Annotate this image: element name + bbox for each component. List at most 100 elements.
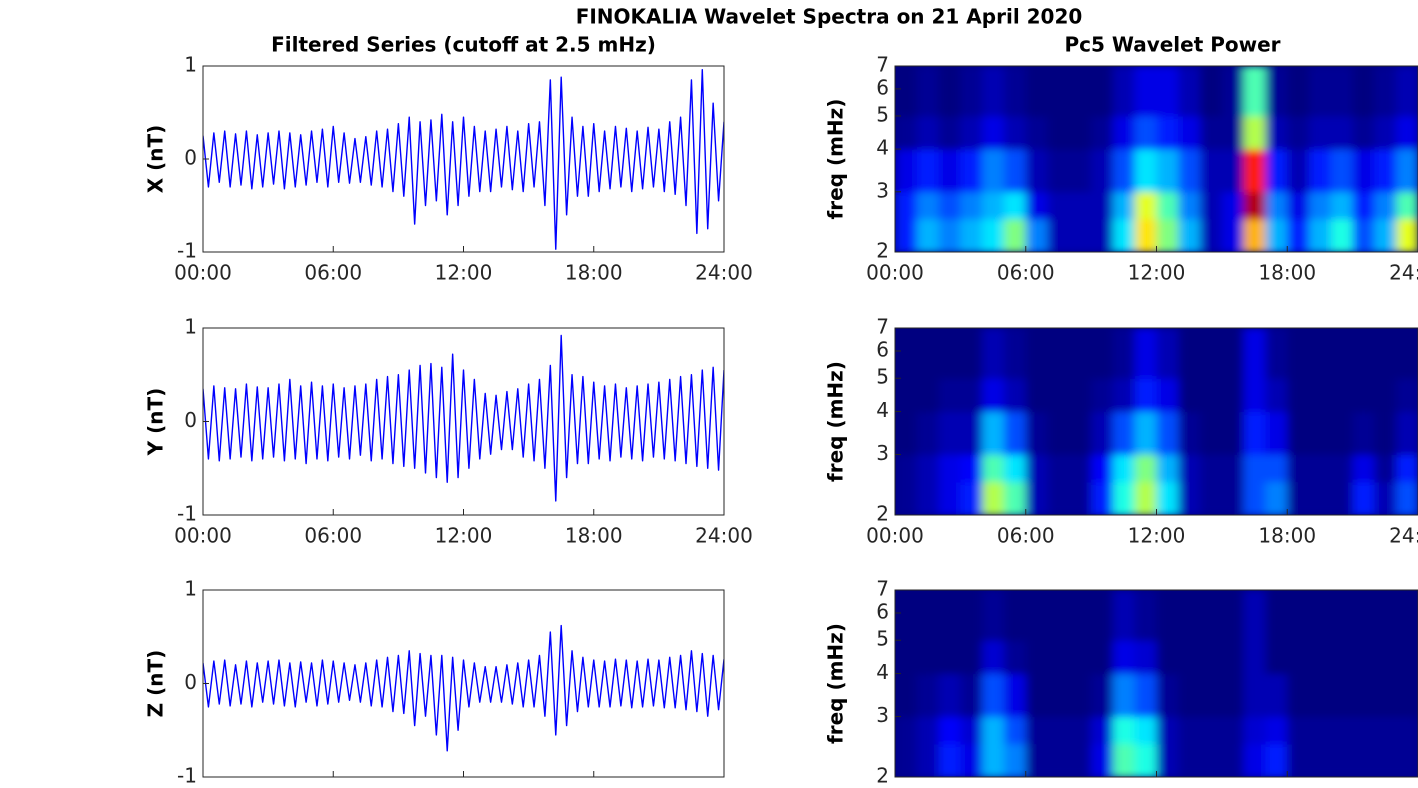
heatmap-cell <box>1047 590 1070 641</box>
heatmap-cell <box>1025 640 1049 675</box>
heatmap-cell <box>1330 66 1354 117</box>
heatmap-cell <box>1352 673 1375 717</box>
heatmap-cell <box>1265 218 1288 252</box>
heatmap-cell <box>1069 673 1092 717</box>
heatmap-cell <box>1134 115 1157 150</box>
heatmap-cell <box>1156 673 1179 717</box>
heatmap-cell <box>1221 716 1245 745</box>
heatmap-cell <box>1374 66 1397 117</box>
heatmap-cell <box>1200 481 1223 515</box>
heatmap-cell <box>1178 218 1201 252</box>
heatmap-cell <box>982 743 1005 777</box>
heatmap-cell <box>1396 328 1418 379</box>
heatmap-cell <box>1330 590 1354 641</box>
heatmap-cell <box>916 66 940 117</box>
heatmap-cell <box>1265 66 1288 117</box>
heatmap-cell <box>916 454 940 483</box>
y-tick-label: 2 <box>876 764 889 788</box>
heatmap-cell <box>938 66 961 117</box>
heatmap-cell <box>1025 191 1049 220</box>
heatmap-cell <box>1069 115 1092 150</box>
heatmap-cell <box>1221 411 1245 455</box>
axes: -1 0 1 00:00 06:00 12:00 18:00 24:00 X (nT) Filte… <box>144 33 753 285</box>
heatmap-cell <box>938 454 961 483</box>
heatmap-cell <box>1374 716 1397 745</box>
heatmap-cell <box>1243 218 1266 252</box>
heatmap-cell <box>1047 743 1070 777</box>
heatmap-cell <box>1025 411 1049 455</box>
heatmap-cell <box>960 115 983 150</box>
heatmap-cell <box>938 716 961 745</box>
heatmap-cell <box>1396 481 1418 515</box>
heatmap-cell <box>1091 115 1114 150</box>
heatmap-cell <box>1287 115 1310 150</box>
heatmap-cell <box>1330 454 1354 483</box>
y-tick-label: 4 <box>876 660 889 684</box>
y-tick-label: 2 <box>876 502 889 526</box>
heatmap-cell <box>1003 454 1027 483</box>
heatmap-cell <box>1265 743 1288 777</box>
heatmap-cell <box>1047 673 1070 717</box>
heatmap-cell <box>916 149 940 193</box>
y-axis-label: freq (mHz) <box>824 623 848 744</box>
heatmap-cell <box>916 378 940 413</box>
heatmap-cell <box>916 716 940 745</box>
y-tick-label: -1 <box>177 239 197 263</box>
heatmap-cell <box>982 218 1005 252</box>
heatmap-cells <box>895 66 1418 252</box>
heatmap-cell <box>1200 640 1223 675</box>
heatmap-cell <box>1200 149 1223 193</box>
heatmap-cell <box>1069 66 1092 117</box>
heatmap-cell <box>1025 218 1049 252</box>
heatmap-cell <box>1352 590 1375 641</box>
heatmap-cell <box>1374 454 1397 483</box>
heatmap-cell <box>1156 218 1179 252</box>
heatmap-cell <box>1287 743 1310 777</box>
heatmap-cell <box>1047 378 1070 413</box>
heatmap-cell <box>1134 590 1157 641</box>
heatmap-cell <box>1221 590 1245 641</box>
heatmap-cell <box>895 66 918 117</box>
heatmap-blur <box>895 590 1418 777</box>
heatmap-cell <box>1374 673 1397 717</box>
heatmap-cell <box>895 454 918 483</box>
heatmap-cell <box>1069 191 1092 220</box>
heatmap-cell <box>1374 743 1397 777</box>
heatmap-cell <box>1003 481 1027 515</box>
y-tick-label: 5 <box>876 102 889 126</box>
heatmap-cell <box>1178 673 1201 717</box>
heatmap-cell <box>1396 149 1418 193</box>
heatmap-cell <box>895 378 918 413</box>
heatmap-cell <box>1134 191 1157 220</box>
heatmap-cell <box>1243 149 1266 193</box>
heatmap-cell <box>1134 66 1157 117</box>
heatmap-cell <box>1200 378 1223 413</box>
heatmap-cell <box>1178 716 1201 745</box>
heatmap-cell <box>1309 66 1332 117</box>
heatmap-cell <box>960 716 983 745</box>
heatmap-cell <box>1352 378 1375 413</box>
heatmap-cell <box>895 590 918 641</box>
heatmap-cell <box>895 191 918 220</box>
heatmap-cell <box>1330 640 1354 675</box>
x-tick-label: 24:00 <box>695 524 753 548</box>
heatmap-cell <box>1374 640 1397 675</box>
heatmap-cell <box>916 743 940 777</box>
heatmap-cell <box>982 378 1005 413</box>
heatmap-cell <box>916 481 940 515</box>
heatmap-cell <box>1112 640 1136 675</box>
y-tick-label: 1 <box>184 315 197 339</box>
heatmap-cell <box>938 191 961 220</box>
heatmap-cell <box>1112 378 1136 413</box>
heatmap-cell <box>1156 640 1179 675</box>
heatmap-cell <box>1374 218 1397 252</box>
heatmap-cell <box>1265 378 1288 413</box>
heatmap-cell <box>1156 743 1179 777</box>
heatmap-cell <box>982 716 1005 745</box>
heatmap-cell <box>1091 454 1114 483</box>
heatmap-cell <box>1374 115 1397 150</box>
axes: 2 3 4 5 67 00:00 06:00 12:00 18:00 24:00 freq (mHz… <box>824 33 1418 285</box>
heatmap-cell <box>1243 328 1266 379</box>
heatmap-cell <box>1178 590 1201 641</box>
heatmap-cell <box>960 640 983 675</box>
